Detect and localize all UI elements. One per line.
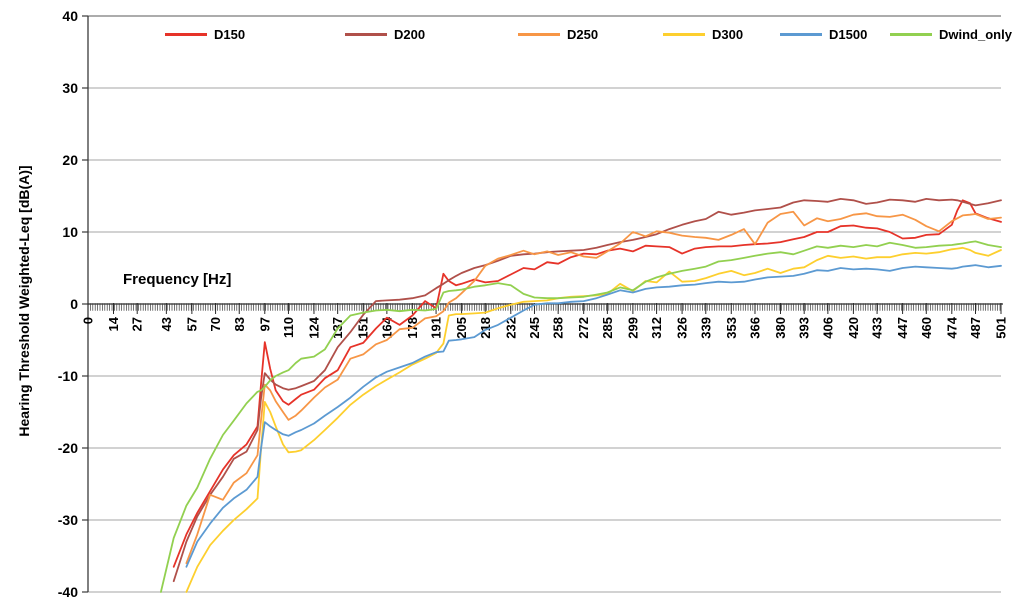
y-tick-label: -30	[58, 512, 78, 528]
chart-legend: D150 D200 D250 D300 D1500 Dwind_only	[0, 0, 1024, 46]
x-tick-label: 447	[895, 317, 910, 339]
x-tick-label: 124	[306, 316, 321, 338]
y-tick-label: 10	[62, 224, 78, 240]
legend-item-Dwind_only: Dwind_only	[890, 26, 1012, 42]
y-tick-label: 20	[62, 152, 78, 168]
x-tick-label: 151	[356, 317, 371, 339]
x-tick-label: 433	[870, 317, 885, 339]
legend-label: D250	[567, 26, 599, 42]
legend-swatch-Dwind_only	[890, 32, 932, 36]
x-tick-label: 14	[106, 316, 121, 331]
legend-swatch-D150	[165, 32, 207, 36]
x-tick-label: 97	[257, 317, 272, 331]
x-tick-label: 70	[208, 317, 223, 331]
x-tick-label: 353	[724, 317, 739, 339]
x-tick-label: 83	[232, 317, 247, 331]
series-line-D200	[172, 198, 1002, 583]
y-tick-label: 30	[62, 80, 78, 96]
series-line-D150	[172, 199, 1002, 568]
x-tick-label: 0	[81, 317, 96, 324]
legend-swatch-D300	[663, 32, 705, 36]
x-tick-label: 460	[919, 317, 934, 339]
x-tick-label: 366	[747, 317, 762, 339]
legend-item-D300: D300	[663, 26, 743, 42]
series-line-D1500	[185, 264, 1002, 568]
x-tick-label: 258	[551, 317, 566, 339]
series-line-D250	[185, 210, 1002, 565]
x-tick-label: 474	[944, 316, 959, 338]
x-tick-label: 487	[968, 317, 983, 339]
legend-item-D250: D250	[518, 26, 598, 42]
x-tick-label: 272	[576, 317, 591, 339]
legend-label: D1500	[829, 26, 868, 42]
x-tick-label: 191	[429, 317, 444, 339]
x-tick-label: 285	[600, 317, 615, 339]
legend-label: Dwind_only	[939, 26, 1012, 42]
x-tick-label: 406	[820, 317, 835, 339]
x-tick-label: 205	[454, 317, 469, 339]
x-tick-label: 312	[649, 317, 664, 339]
x-tick-label: 43	[159, 317, 174, 331]
y-tick-label: -10	[58, 368, 78, 384]
legend-swatch-D1500	[780, 32, 822, 36]
y-tick-label: -40	[58, 584, 78, 597]
y-axis-title: Hearing Threshold Weighted-Leq [dB(A)]	[16, 165, 32, 437]
x-tick-label: 232	[503, 317, 518, 339]
x-tick-label: 501	[994, 317, 1009, 339]
x-tick-label: 27	[130, 317, 145, 331]
legend-item-D200: D200	[345, 26, 425, 42]
x-axis-title: Frequency [Hz]	[123, 271, 232, 288]
x-tick-label: 339	[698, 317, 713, 339]
x-tick-label: 393	[797, 317, 812, 339]
x-tick-label: 245	[527, 317, 542, 339]
x-tick-label: 420	[846, 317, 861, 339]
legend-label: D300	[712, 26, 744, 42]
legend-swatch-D200	[345, 32, 387, 36]
x-tick-label: 380	[773, 317, 788, 339]
legend-swatch-D250	[518, 32, 560, 36]
legend-label: D150	[214, 26, 246, 42]
y-tick-label: 0	[70, 296, 78, 312]
legend-item-D150: D150	[165, 26, 245, 42]
legend-item-D1500: D1500	[780, 26, 867, 42]
legend-label: D200	[394, 26, 426, 42]
x-tick-label: 110	[281, 317, 296, 338]
x-tick-label: 326	[675, 317, 690, 339]
series-line-Dwind_only	[160, 240, 1002, 593]
x-tick-label: 299	[625, 317, 640, 339]
x-tick-label: 57	[184, 317, 199, 331]
y-tick-label: -20	[58, 440, 78, 456]
y-tick-label: 40	[62, 8, 78, 24]
